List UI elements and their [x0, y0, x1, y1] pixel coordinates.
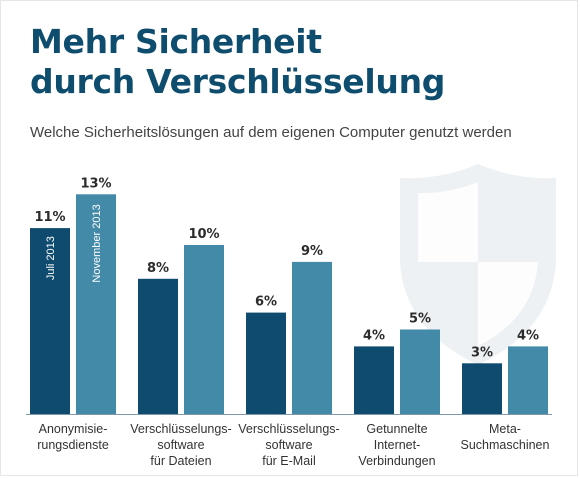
- bar-juli-2: [246, 312, 286, 414]
- chart-title: Mehr Sicherheit durch Verschlüsselung: [30, 22, 445, 102]
- value-label: 3%: [471, 345, 493, 360]
- shield-inner-shape: [418, 182, 538, 346]
- value-label: 9%: [301, 244, 323, 259]
- bar-juli-3: [354, 346, 394, 414]
- category-label: Getunnelte Internet-Verbindungen: [358, 422, 435, 468]
- value-label: 11%: [34, 210, 65, 225]
- value-label: 4%: [517, 328, 539, 343]
- bar-november-1: [184, 245, 224, 414]
- shield-icon: [400, 164, 556, 365]
- title-line-1: Mehr Sicherheit: [30, 22, 322, 61]
- value-label: 10%: [188, 227, 219, 242]
- value-label: 6%: [255, 295, 277, 310]
- chart-subtitle: Welche Sicherheitslösungen auf dem eigen…: [30, 124, 512, 141]
- legend-layer: Juli 2013 November 2013: [45, 204, 103, 282]
- bar-juli-4: [462, 363, 502, 414]
- category-label: Verschlüsselungs-software für Dateien: [130, 422, 231, 468]
- bar-juli-1: [138, 278, 178, 414]
- category-labels-layer: Anonymisie-rungsdienste Verschlüsselungs-…: [37, 422, 549, 468]
- value-label: 8%: [147, 261, 169, 276]
- category-label: Meta-Suchmaschinen: [461, 422, 550, 452]
- legend-label-juli: Juli 2013: [45, 236, 57, 280]
- bar-november-2: [292, 261, 332, 414]
- value-labels-layer: 11% 13% 8% 10% 6% 9% 4% 5% 3% 4%: [34, 176, 539, 360]
- bar-juli-0: [30, 228, 70, 414]
- bar-november-3: [400, 329, 440, 414]
- bar-november-0: [76, 194, 116, 414]
- bar-november-4: [508, 346, 548, 414]
- title-line-2: durch Verschlüsselung: [30, 62, 446, 101]
- value-label: 5%: [409, 312, 431, 327]
- category-label: Verschlüsselungs-software für E-Mail: [238, 422, 339, 468]
- value-label: 13%: [80, 176, 111, 191]
- bars-layer: [30, 194, 548, 414]
- category-label: Anonymisie-rungsdienste: [37, 422, 109, 452]
- legend-label-november: November 2013: [91, 204, 103, 282]
- value-label: 4%: [363, 328, 385, 343]
